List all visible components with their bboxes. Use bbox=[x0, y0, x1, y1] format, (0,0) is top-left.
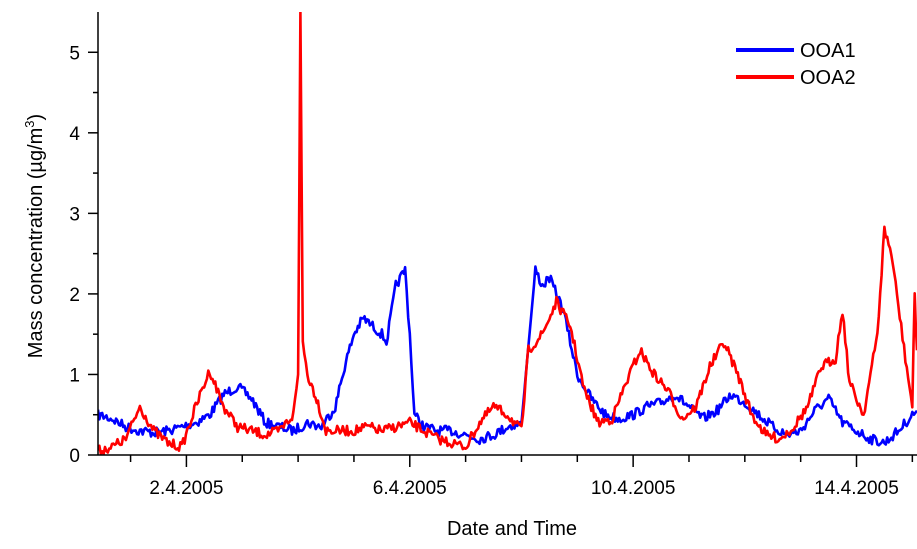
legend-label-ooa1: OOA1 bbox=[800, 40, 856, 62]
y-tick-label: 3 bbox=[69, 204, 80, 225]
y-axis-label-close: ) bbox=[25, 114, 47, 121]
y-tick-label: 2 bbox=[69, 285, 80, 306]
y-axis-label-main: Mass concentration (µg/m bbox=[25, 128, 47, 359]
x-tick-label: 6.4.2005 bbox=[373, 478, 447, 499]
y-ticks: 0 1 2 3 4 5 bbox=[69, 43, 98, 467]
legend: OOA1 OOA2 bbox=[736, 40, 856, 89]
series-line-ooa2 bbox=[98, 12, 917, 455]
y-tick-label: 0 bbox=[69, 446, 80, 467]
y-axis-label: Mass concentration (µg/m3) bbox=[22, 114, 47, 358]
x-tick-label: 2.4.2005 bbox=[149, 478, 223, 499]
series-layer bbox=[98, 12, 917, 455]
x-ticks: 2.4.2005 6.4.2005 10.4.2005 14.4.2005 bbox=[129, 455, 914, 499]
series-line-ooa1 bbox=[98, 265, 917, 447]
legend-label-ooa2: OOA2 bbox=[800, 67, 856, 89]
x-tick-label: 14.4.2005 bbox=[814, 478, 899, 499]
x-tick-label: 10.4.2005 bbox=[591, 478, 676, 499]
y-tick-label: 5 bbox=[69, 43, 80, 64]
x-axis-label: Date and Time bbox=[447, 518, 577, 540]
y-axis-label-superscript: 3 bbox=[22, 120, 37, 127]
y-tick-label: 1 bbox=[69, 365, 80, 386]
y-tick-label: 4 bbox=[69, 124, 80, 145]
